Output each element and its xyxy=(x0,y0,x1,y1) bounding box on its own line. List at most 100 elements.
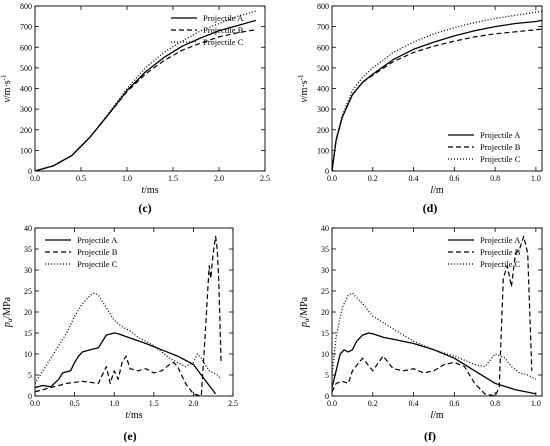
chart-d-series-3 xyxy=(332,10,542,171)
chart-c-ytick-label: 800 xyxy=(20,2,32,11)
chart-e-ytick-label: 25 xyxy=(24,287,32,296)
chart-d-ytick-label: 0 xyxy=(325,167,329,176)
chart-e-legend-label-1: Projectile A xyxy=(77,235,118,245)
chart-d: 0.0 0.2 0.4 0.6 0.8 1.0 0 100 200 300 400 500 600 700… xyxy=(297,2,543,215)
chart-c-panel-label: (c) xyxy=(138,201,151,215)
chart-e-ytick-label: 20 xyxy=(24,308,32,317)
chart-e-ylabel-var: p xyxy=(2,322,13,328)
chart-f-xtick-label: 0.2 xyxy=(368,399,378,408)
chart-c-ylabel-var: v xyxy=(2,98,13,103)
chart-e-ylabel: pu/MPa xyxy=(2,296,14,328)
chart-f-ytick-label: 20 xyxy=(321,308,329,317)
chart-e-series-2 xyxy=(35,235,222,396)
chart-f-xtick-label: 0.0 xyxy=(327,399,337,408)
chart-d-panel-label: (d) xyxy=(423,201,438,215)
chart-d-legend-label-3: Projectile C xyxy=(480,154,521,164)
chart-c: 0.0 0.5 1.0 1.5 2.0 2.5 0 100 200 300 400 500 600 700… xyxy=(0,2,270,215)
chart-c-legend-label-3: Projectile C xyxy=(203,37,244,47)
chart-f-legend: Projectile A Projectile B Projectile C xyxy=(448,235,521,269)
chart-e-ylabel-unit: /MPa xyxy=(2,296,13,318)
chart-d-xtick-label: 0.4 xyxy=(409,174,419,183)
chart-d-ytick-label: 300 xyxy=(317,105,329,114)
chart-d-xlabel-var: l xyxy=(430,185,433,196)
chart-d-ytick-label: 800 xyxy=(317,2,329,11)
chart-d-lines xyxy=(332,10,542,171)
chart-f-ylabel-sub: u xyxy=(303,318,311,322)
chart-c-xtick-label: 0.0 xyxy=(30,174,40,183)
chart-e-panel-label: (e) xyxy=(123,429,136,443)
chart-e-ytick-label: 40 xyxy=(24,224,32,233)
chart-d-ytick-label: 100 xyxy=(317,146,329,155)
chart-f-series-3 xyxy=(332,292,537,380)
chart-e-ytick-label: 0 xyxy=(28,392,32,401)
chart-f-series-2 xyxy=(332,235,533,396)
chart-e-xlabel-unit: /ms xyxy=(128,410,143,421)
chart-d-legend: Projectile A Projectile B Projectile C xyxy=(448,130,521,164)
chart-e-ytick-label: 35 xyxy=(24,245,32,254)
chart-c-lines xyxy=(35,10,256,171)
chart-d-ylabel-sup: -1 xyxy=(297,74,305,80)
chart-c-series-2 xyxy=(35,29,256,171)
chart-d-xlabel-unit: /m xyxy=(433,185,444,196)
chart-c-ytick-label: 600 xyxy=(20,43,32,52)
chart-c-ylabel: v/m·s-1 xyxy=(0,74,13,103)
chart-f-xtick-label: 0.4 xyxy=(409,399,419,408)
chart-f: 0.0 0.2 0.4 0.6 0.8 1.00510152025303540l/mpu/… xyxy=(299,224,543,443)
chart-f-ytick-label: 40 xyxy=(321,224,329,233)
chart-e-xtick-label: 1.5 xyxy=(149,399,159,408)
chart-c-legend-label-2: Projectile B xyxy=(203,25,244,35)
chart-c-ytick-label: 0 xyxy=(28,167,32,176)
chart-c-ytick-label: 200 xyxy=(20,126,32,135)
chart-e-ylabel-sub: u xyxy=(6,318,14,322)
chart-e-xtick-label: 0.0 xyxy=(30,399,40,408)
chart-f-ytick-label: 5 xyxy=(325,371,329,380)
chart-c-ytick-label: 300 xyxy=(20,105,32,114)
chart-d-legend-label-1: Projectile A xyxy=(480,130,521,140)
chart-f-ylabel-unit: /MPa xyxy=(299,296,310,318)
chart-e-xtick-label: 2.5 xyxy=(228,399,238,408)
chart-d-xtick-label: 0.2 xyxy=(368,174,378,183)
chart-e-ytick-label: 30 xyxy=(24,266,32,275)
chart-c-ylabel-sup: -1 xyxy=(0,74,8,80)
chart-f-ytick-label: 25 xyxy=(321,287,329,296)
chart-c-xlabel-var: t xyxy=(141,185,144,196)
chart-c-series-3 xyxy=(35,10,256,171)
chart-c-xlabel: t/ms xyxy=(141,185,158,196)
chart-c-xtick-label: 2.5 xyxy=(260,174,270,183)
chart-f-xtick-label: 0.8 xyxy=(490,399,500,408)
chart-d-ytick-label: 700 xyxy=(317,23,329,32)
chart-f-ytick-label: 10 xyxy=(321,350,329,359)
chart-f-ytick-label: 15 xyxy=(321,329,329,338)
chart-c-xtick-label: 0.5 xyxy=(76,174,86,183)
chart-f-ytick-label: 30 xyxy=(321,266,329,275)
chart-e-series-3 xyxy=(35,292,222,384)
chart-d-ytick-label: 200 xyxy=(317,126,329,135)
chart-d-xlabel: l/m xyxy=(430,185,444,196)
chart-c-ytick-label: 700 xyxy=(20,23,32,32)
chart-c-ytick-label: 100 xyxy=(20,146,32,155)
chart-f-ylabel-var: p xyxy=(299,322,310,328)
chart-f-xtick-label: 1.0 xyxy=(531,399,541,408)
chart-e-series-1 xyxy=(35,332,217,395)
chart-c-xtick-label: 1.0 xyxy=(122,174,132,183)
chart-f-ylabel: pu/MPa xyxy=(299,296,311,328)
chart-f-legend-label-2: Projectile B xyxy=(480,247,521,257)
chart-e-xtick-label: 2.0 xyxy=(188,399,198,408)
chart-f-lines xyxy=(332,235,537,396)
chart-f-xtick-label: 0.6 xyxy=(449,399,459,408)
chart-c-ytick-label: 400 xyxy=(20,85,32,94)
chart-d-xtick-label: 0.8 xyxy=(490,174,500,183)
chart-f-xlabel: l/m xyxy=(430,410,444,421)
chart-e-xlabel-var: t xyxy=(125,410,128,421)
chart-f-legend-label-1: Projectile A xyxy=(480,235,521,245)
chart-e: 0.0 0.5 1.0 1.5 2.0 2.5 0 5 10 15 20 25 30 35 40 t/ms pu… xyxy=(2,224,238,443)
chart-e-xlabel: t/ms xyxy=(125,410,142,421)
chart-d-legend-label-2: Projectile B xyxy=(480,142,521,152)
chart-e-legend-label-3: Projectile C xyxy=(77,259,118,269)
chart-c-ylabel-unit: /m·s xyxy=(2,80,13,98)
chart-c-xtick-label: 2.0 xyxy=(214,174,224,183)
chart-d-series-2 xyxy=(332,28,542,171)
chart-e-xtick-label: 1.0 xyxy=(109,399,119,408)
chart-f-legend-label-3: Projectile C xyxy=(480,259,521,269)
